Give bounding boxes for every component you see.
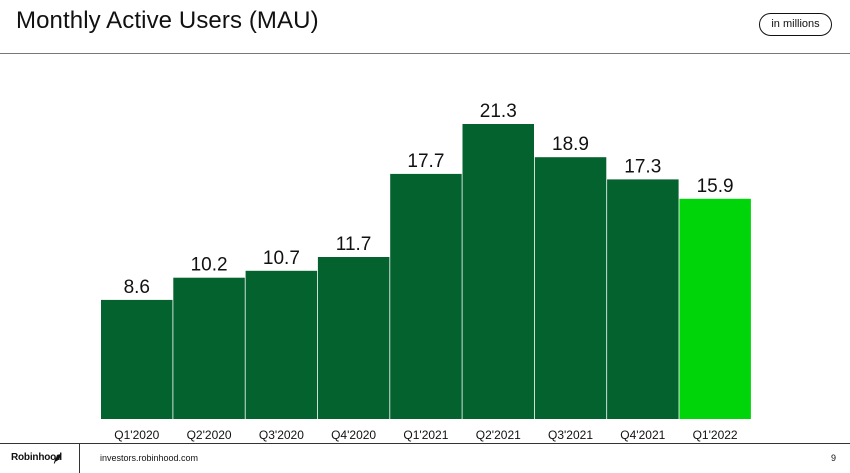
page-title: Monthly Active Users (MAU) xyxy=(16,7,319,34)
bar-q4-2020 xyxy=(317,257,390,419)
value-label-q2-2020: 10.2 xyxy=(191,255,228,276)
bar-q4-2021 xyxy=(607,179,679,419)
category-label-q2-2021: Q2'2021 xyxy=(476,428,521,442)
website-link[interactable]: investors.robinhood.com xyxy=(100,453,199,463)
category-label-q1-2021: Q1'2021 xyxy=(403,428,448,442)
footer: Robinhood investors.robinhood.com 9 xyxy=(0,444,850,473)
page-number: 9 xyxy=(830,453,836,463)
bar-q1-2022 xyxy=(679,198,751,419)
category-label-q2-2020: Q2'2020 xyxy=(187,428,232,442)
bar-q1-2021 xyxy=(390,173,462,419)
category-label-q4-2020: Q4'2020 xyxy=(331,428,376,442)
category-label-q1-2020: Q1'2020 xyxy=(114,428,159,442)
value-label-q2-2021: 21.3 xyxy=(480,101,517,122)
brand-name: Robinhood xyxy=(11,452,62,463)
mau-bar-chart: 8.6 10.2 10.7 11.7 17.7 21.3 18.9 17.3 15.9 Q1'2… xyxy=(101,101,751,442)
footer-separator xyxy=(79,444,80,473)
category-labels-group: Q1'2020 Q2'2020 Q3'2020 Q4'2020 Q1'2021 Q2'20… xyxy=(114,428,738,442)
value-label-q3-2020: 10.7 xyxy=(263,248,300,269)
value-label-q1-2022: 15.9 xyxy=(697,176,734,197)
value-label-q4-2021: 17.3 xyxy=(624,156,661,177)
unit-badge: in millions xyxy=(759,13,832,36)
bar-q1-2020 xyxy=(101,299,173,419)
header-divider xyxy=(0,53,850,54)
category-label-q3-2021: Q3'2021 xyxy=(548,428,593,442)
value-label-q3-2021: 18.9 xyxy=(552,134,589,155)
value-labels-group: 8.6 10.2 10.7 11.7 17.7 21.3 18.9 17.3 15.9 xyxy=(124,101,734,298)
bar-q2-2021 xyxy=(462,124,534,419)
category-label-q3-2020: Q3'2020 xyxy=(259,428,304,442)
footer-divider-line xyxy=(0,443,850,444)
bars-group xyxy=(101,124,751,419)
feather-icon xyxy=(53,453,62,464)
value-label-q1-2020: 8.6 xyxy=(124,277,150,298)
bar-q3-2021 xyxy=(534,157,607,419)
value-label-q4-2020: 11.7 xyxy=(336,234,372,255)
category-label-q4-2021: Q4'2021 xyxy=(620,428,665,442)
value-label-q1-2021: 17.7 xyxy=(407,151,444,172)
bar-q3-2020 xyxy=(245,270,318,419)
category-label-q1-2022: Q1'2022 xyxy=(693,428,738,442)
bar-q2-2020 xyxy=(173,277,245,419)
